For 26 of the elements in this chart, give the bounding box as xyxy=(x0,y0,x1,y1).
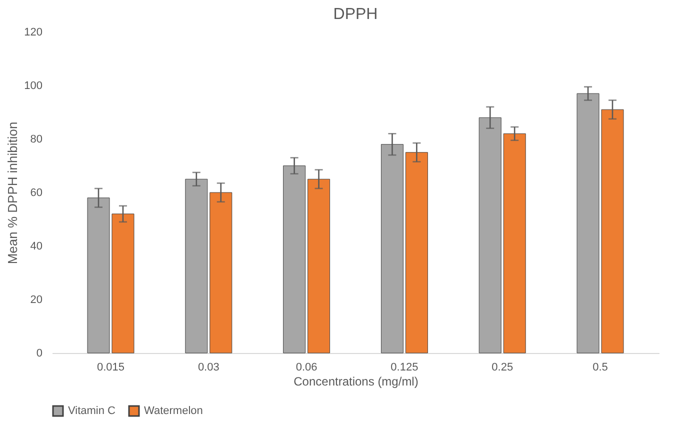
y-axis-title: Mean % DPPH inhibition xyxy=(5,122,20,264)
bar xyxy=(503,133,526,354)
chart-title: DPPH xyxy=(333,6,378,23)
bar xyxy=(210,192,232,354)
y-tick-label: 100 xyxy=(24,80,42,92)
bar xyxy=(308,178,330,354)
x-tick-label: 0.06 xyxy=(296,362,318,374)
y-tick-label: 0 xyxy=(36,348,42,360)
x-tick-label: 0.015 xyxy=(96,362,125,374)
bar xyxy=(405,152,428,354)
bar xyxy=(478,117,502,354)
legend-label: Vitamin C xyxy=(68,405,116,417)
x-tick-label: 0.125 xyxy=(390,362,418,374)
legend-label: Watermelon xyxy=(144,405,203,417)
x-tick-label: 0.25 xyxy=(492,362,514,374)
bar xyxy=(380,144,404,354)
y-tick-label: 20 xyxy=(30,294,42,306)
bar xyxy=(283,166,306,354)
x-tick-label: 0.5 xyxy=(592,362,608,374)
bar xyxy=(185,178,208,354)
y-tick-label: 80 xyxy=(30,134,42,146)
y-tick-label: 120 xyxy=(24,26,42,38)
y-tick-label: 60 xyxy=(30,187,42,199)
x-tick-label: 0.03 xyxy=(198,362,220,374)
x-axis-title: Concentrations (mg/ml) xyxy=(294,374,418,388)
y-tick-label: 40 xyxy=(30,240,42,252)
